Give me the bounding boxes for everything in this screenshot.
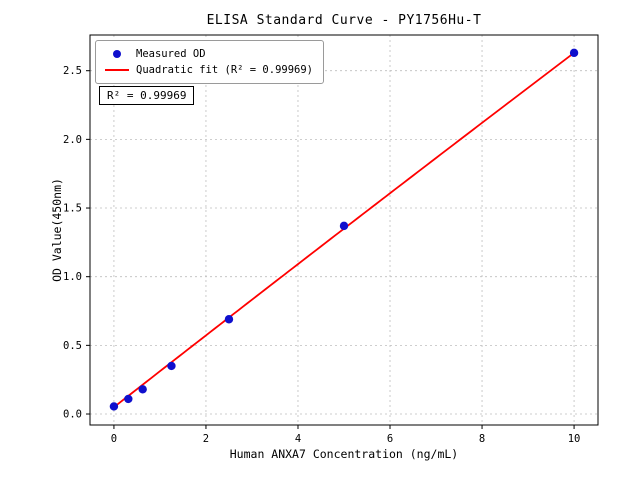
svg-text:1.5: 1.5 <box>63 203 82 215</box>
y-axis-label: OD Value(450nm) <box>50 178 64 282</box>
red-line-marker-icon <box>104 69 130 71</box>
x-axis-label: Human ANXA7 Concentration (ng/mL) <box>229 447 459 461</box>
legend: Measured OD Quadratic fit (R² = 0.99969) <box>95 40 325 84</box>
blue-dot-marker-icon <box>104 50 130 58</box>
svg-text:6: 6 <box>387 433 393 445</box>
svg-text:2: 2 <box>203 433 209 445</box>
legend-entry-measured-od: Measured OD <box>104 46 313 62</box>
svg-text:2.5: 2.5 <box>63 65 82 77</box>
r-squared-annotation: R² = 0.99969 <box>99 86 195 105</box>
svg-text:8: 8 <box>479 433 485 445</box>
svg-text:1.0: 1.0 <box>63 271 82 283</box>
chart-title: ELISA Standard Curve - PY1756Hu-T <box>206 13 482 28</box>
svg-text:2.0: 2.0 <box>63 134 82 146</box>
legend-label-measured-od: Measured OD <box>136 48 206 60</box>
svg-text:0.5: 0.5 <box>63 340 82 352</box>
svg-text:0: 0 <box>111 433 117 445</box>
svg-text:0.0: 0.0 <box>63 409 82 421</box>
svg-text:4: 4 <box>295 433 301 445</box>
svg-text:10: 10 <box>568 433 581 445</box>
legend-entry-quadratic-fit: Quadratic fit (R² = 0.99969) <box>104 62 313 78</box>
legend-label-quadratic-fit: Quadratic fit (R² = 0.99969) <box>136 64 314 76</box>
